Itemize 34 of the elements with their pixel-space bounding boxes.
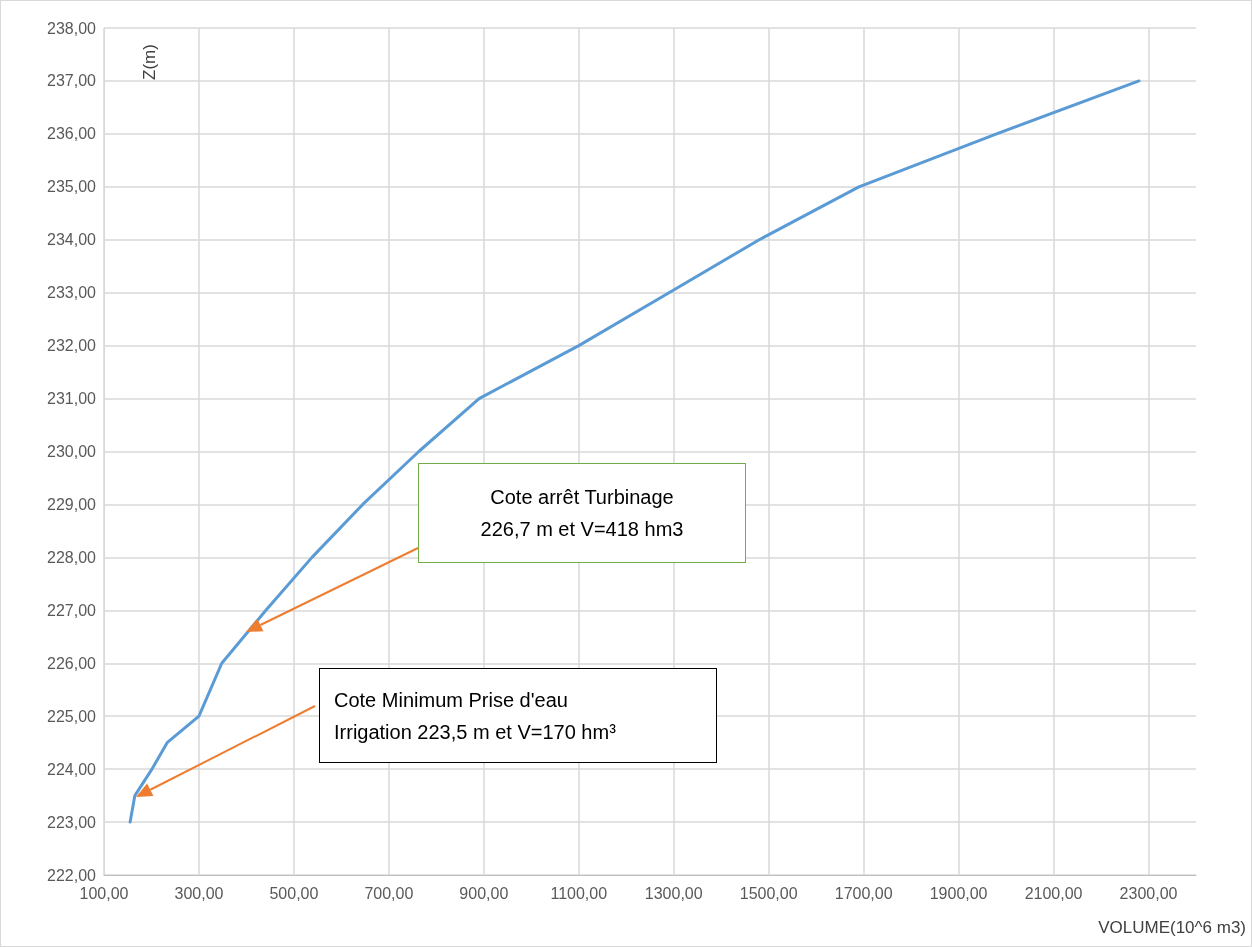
x-tick-label: 2300,00 bbox=[1119, 884, 1178, 902]
x-tick-label: 1300,00 bbox=[644, 884, 703, 902]
x-tick-label: 1700,00 bbox=[834, 884, 893, 902]
y-tick-label: 224,00 bbox=[47, 760, 97, 778]
y-tick-label: 230,00 bbox=[47, 443, 97, 460]
y-tick-label: 223,00 bbox=[47, 813, 97, 831]
y-tick-label: 228,00 bbox=[47, 548, 97, 566]
x-tick-label: 500,00 bbox=[269, 884, 319, 902]
y-tick-label: 234,00 bbox=[47, 231, 97, 249]
x-tick-label: 300,00 bbox=[174, 884, 224, 902]
text-box: Cote Minimum Prise d'eau Irrigation 223,5 m et V=170 hm³ bbox=[319, 668, 717, 763]
y-tick-label: 236,00 bbox=[47, 125, 97, 143]
x-tick-label: 2100,00 bbox=[1024, 884, 1083, 902]
line-series bbox=[128, 79, 1141, 824]
y-tick-label: 233,00 bbox=[47, 284, 97, 302]
y-tick-label: 229,00 bbox=[47, 495, 97, 513]
text-box: Cote arrêt Turbinage 226,7 m et V=418 hm3 bbox=[418, 463, 746, 563]
y-tick-label: 235,00 bbox=[47, 178, 97, 196]
y-tick-label: 232,00 bbox=[47, 337, 97, 355]
x-axis-title: VOLUME(10^6 m3) bbox=[1098, 918, 1246, 938]
y-tick-label: 226,00 bbox=[47, 654, 97, 672]
y-tick-label: 225,00 bbox=[47, 707, 97, 725]
y-tick-label: 222,00 bbox=[47, 866, 97, 884]
y-tick-label: 238,00 bbox=[47, 19, 97, 37]
y-tick-label: 231,00 bbox=[47, 390, 97, 408]
y-tick-label: 227,00 bbox=[47, 601, 97, 619]
x-tick-label: 1500,00 bbox=[739, 884, 798, 902]
y-tick-label: 237,00 bbox=[47, 72, 97, 90]
x-tick-label: 100,00 bbox=[79, 884, 129, 902]
x-tick-label: 1100,00 bbox=[550, 884, 608, 902]
x-tick-label: 900,00 bbox=[459, 884, 509, 902]
y-axis-title: Z(m) bbox=[140, 44, 160, 80]
x-tick-label: 700,00 bbox=[364, 884, 414, 902]
x-tick-label: 1900,00 bbox=[929, 884, 988, 902]
